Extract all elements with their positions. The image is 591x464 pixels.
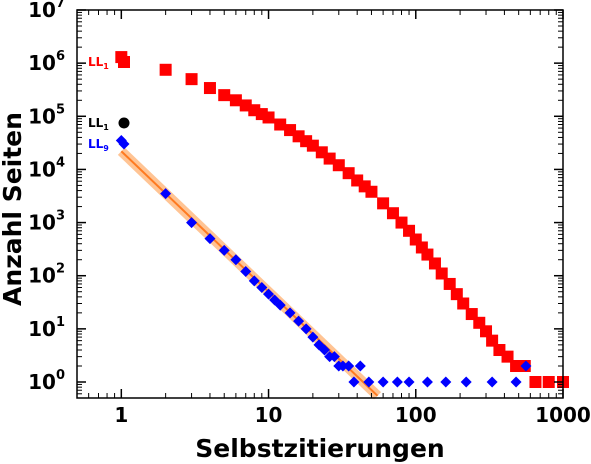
data-point-red-square	[457, 297, 470, 310]
data-point-blue-diamond	[440, 376, 452, 388]
data-point-blue-diamond	[403, 376, 415, 388]
data-point-red-square	[428, 257, 441, 270]
data-point-blue-diamond	[256, 282, 268, 294]
data-point-red-square	[486, 334, 499, 347]
x-tick-label: 1000	[535, 403, 591, 427]
data-point-blue-diamond	[421, 376, 433, 388]
data-point-blue-diamond	[460, 376, 472, 388]
data-point-red-square	[501, 350, 514, 363]
y-tick-label: 105	[28, 102, 65, 128]
y-axis-title: Anzahl Seiten	[0, 112, 27, 306]
y-tick-label: 104	[28, 155, 65, 181]
data-point-red-square	[284, 124, 297, 137]
data-point-red-square	[443, 277, 456, 290]
data-point-blue-diamond	[300, 323, 312, 335]
data-point-red-square	[332, 159, 345, 172]
data-point-red-square	[185, 73, 198, 86]
y-tick-label: 101	[28, 315, 65, 341]
legend-marker-square	[118, 56, 130, 68]
legend-label: LL9	[88, 137, 109, 153]
data-point-blue-diamond	[274, 299, 286, 311]
data-point-blue-diamond	[240, 266, 252, 278]
data-point-blue-diamond	[328, 351, 340, 363]
data-point-red-square	[480, 325, 493, 338]
fit-line-layer	[117, 147, 381, 400]
data-point-blue-diamond	[160, 188, 172, 200]
y-tick-label: 107	[28, 0, 65, 22]
data-point-blue-diamond	[248, 275, 260, 287]
data-point-red-square	[377, 197, 390, 210]
data-point-blue-diamond	[343, 360, 355, 372]
data-point-blue-diamond	[204, 233, 216, 245]
legend-marker-circle	[118, 117, 130, 129]
legend-marker-diamond	[118, 138, 130, 150]
y-tick-label: 100	[28, 368, 65, 394]
data-point-red-square	[435, 267, 448, 280]
legend-label: LL1	[88, 116, 109, 132]
fit-line	[120, 150, 379, 397]
data-point-red-square	[542, 376, 555, 389]
legend: LL1 LL1 LL9	[88, 55, 130, 153]
x-tick-label: 10	[255, 403, 283, 427]
data-point-blue-diamond	[520, 360, 532, 372]
data-point-red-square	[450, 288, 463, 301]
data-point-blue-diamond	[307, 331, 319, 343]
data-point-red-square	[248, 104, 261, 117]
legend-label: LL1	[88, 55, 109, 71]
data-point-red-square	[386, 207, 399, 220]
data-point-blue-diamond	[354, 360, 366, 372]
data-point-red-square	[262, 111, 275, 124]
data-point-blue-diamond	[293, 315, 305, 327]
ticks-layer: 1 10 100 1000 100 101 102 103 104 105 106 107	[28, 0, 591, 427]
data-point-red-square	[229, 94, 242, 107]
data-point-blue-diamond	[486, 376, 498, 388]
data-point-red-square	[218, 89, 231, 102]
data-point-red-square	[159, 63, 172, 76]
data-point-blue-diamond	[377, 376, 389, 388]
data-point-blue-diamond	[263, 288, 275, 300]
points-layer	[115, 51, 569, 389]
data-point-blue-diamond	[186, 217, 198, 229]
data-point-blue-diamond	[337, 360, 349, 372]
x-axis-title: Selbstzitierungen	[195, 434, 444, 463]
y-tick-label: 103	[28, 209, 65, 235]
data-point-blue-diamond	[284, 307, 296, 319]
plot-frame	[76, 9, 564, 399]
data-point-blue-diamond	[319, 344, 331, 356]
data-point-red-square	[274, 118, 287, 131]
data-point-red-square	[529, 376, 542, 389]
data-point-blue-diamond	[391, 376, 403, 388]
data-point-red-square	[421, 248, 434, 261]
data-point-blue-diamond	[510, 376, 522, 388]
y-tick-label: 102	[28, 262, 65, 288]
data-point-blue-diamond	[218, 244, 230, 256]
data-point-blue-diamond	[363, 376, 375, 388]
data-point-red-square	[203, 82, 216, 95]
x-tick-label: 1	[114, 403, 128, 427]
data-point-blue-diamond	[230, 254, 242, 266]
data-point-red-square	[365, 185, 378, 198]
data-point-red-square	[323, 152, 336, 165]
y-tick-label: 106	[28, 49, 65, 75]
data-point-blue-diamond	[348, 376, 360, 388]
x-tick-label: 100	[395, 403, 437, 427]
